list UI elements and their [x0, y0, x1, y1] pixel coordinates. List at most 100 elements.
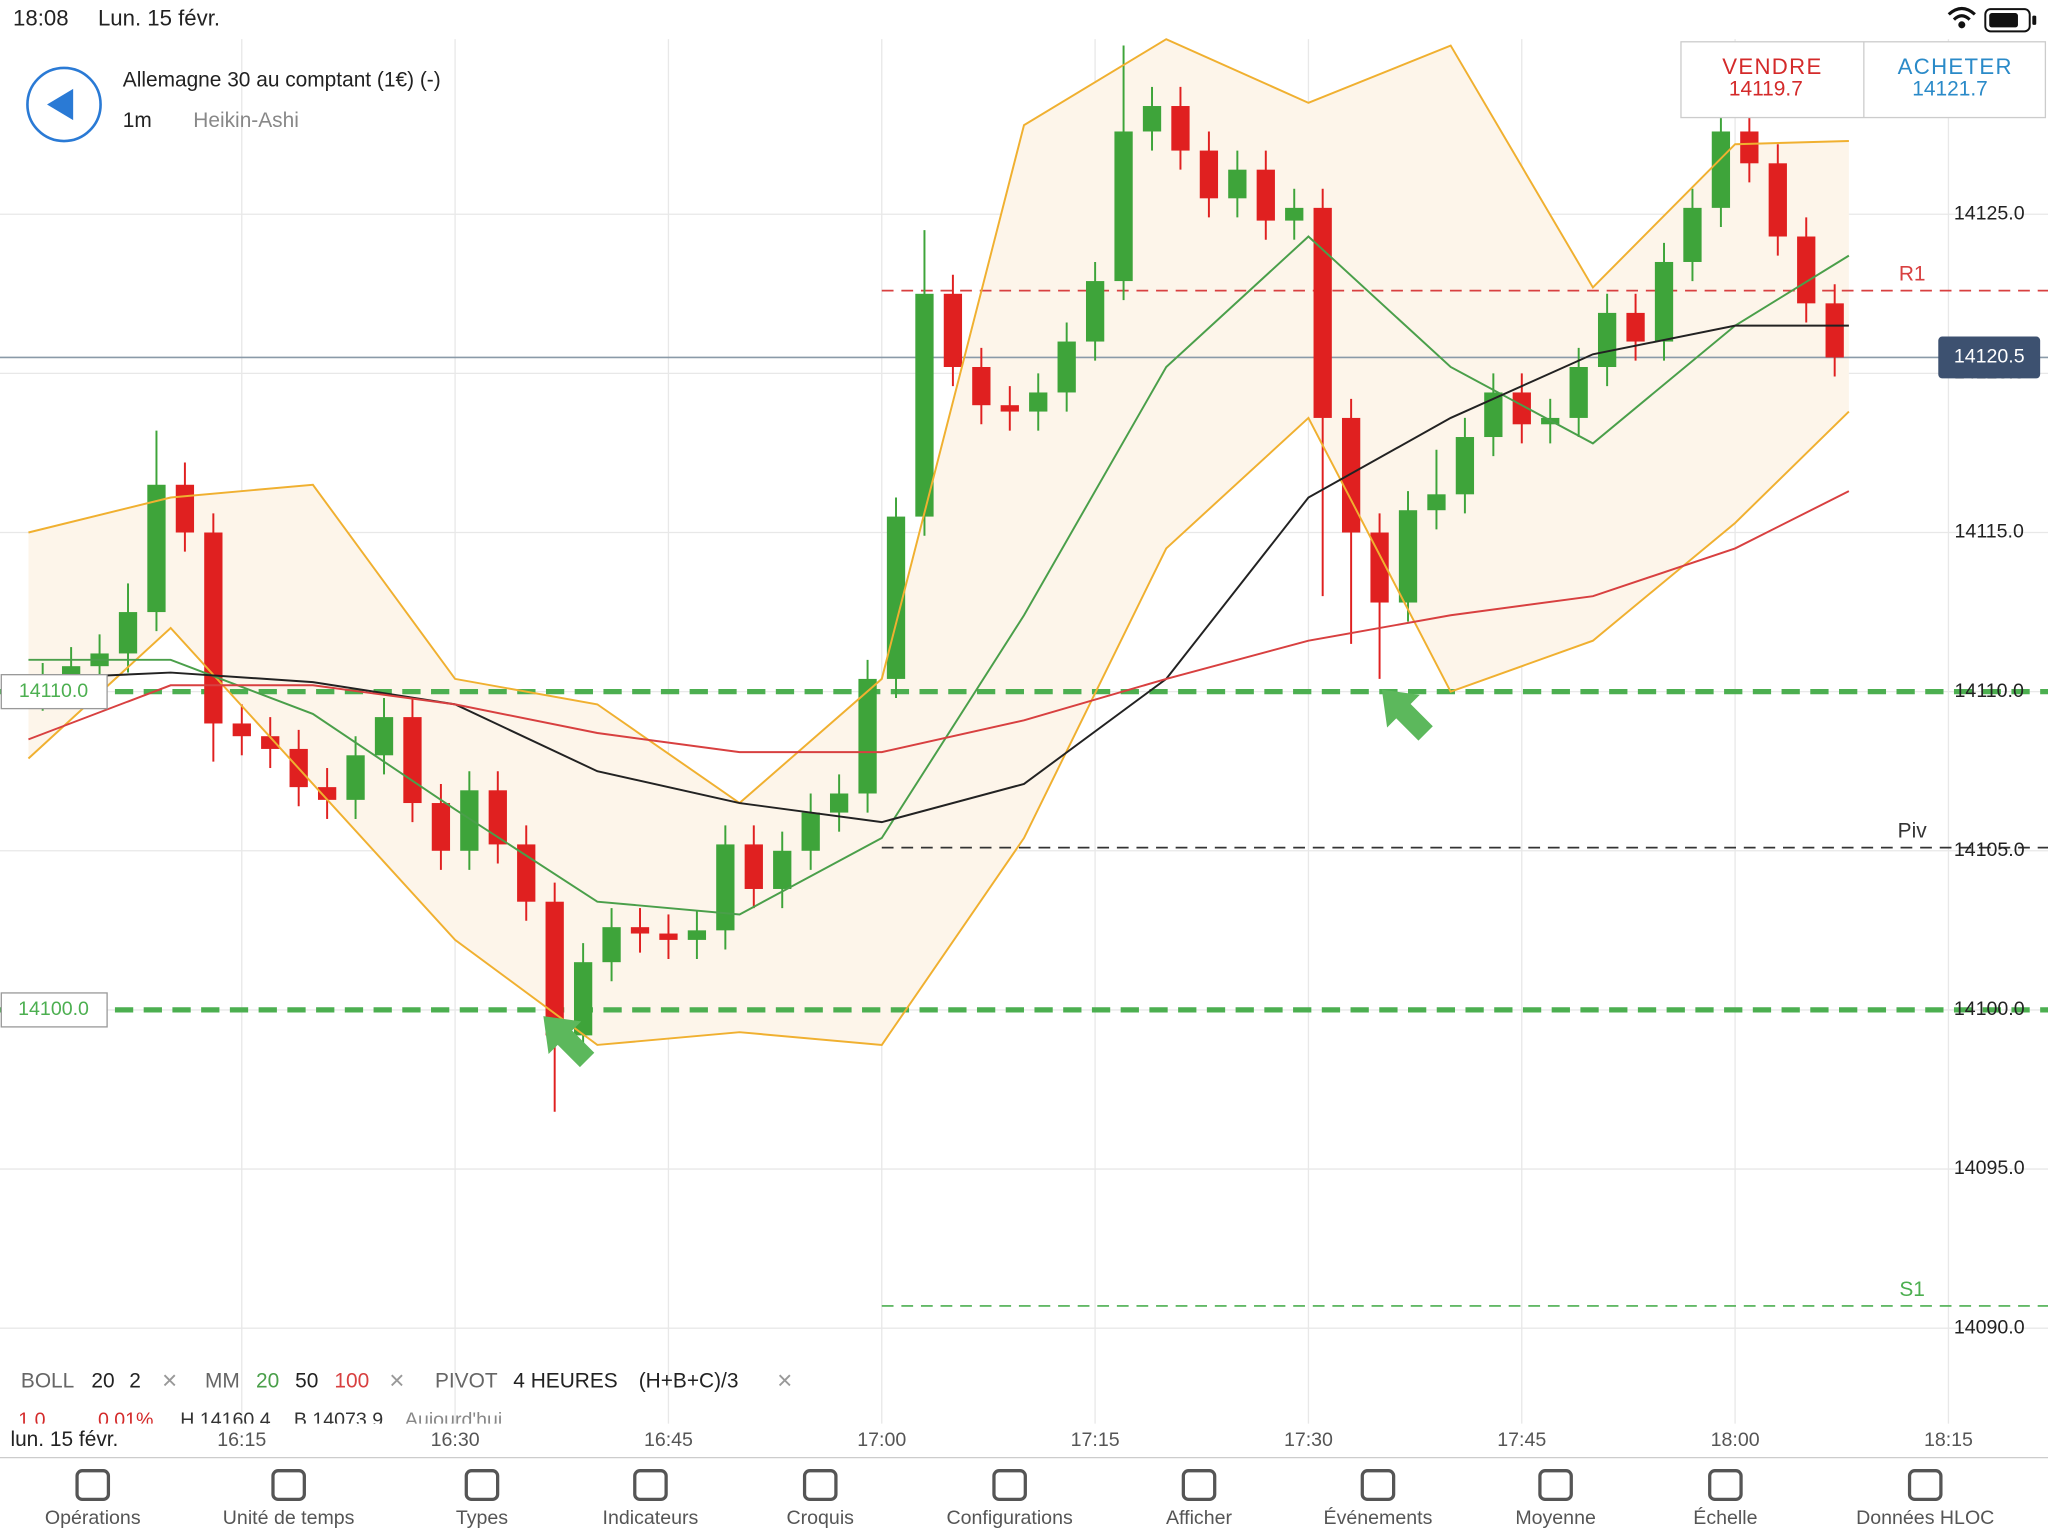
- toolbar-item[interactable]: Opérations: [45, 1469, 141, 1529]
- chart-style[interactable]: Heikin-Ashi: [193, 109, 299, 132]
- toolbar-label[interactable]: Événements: [1324, 1506, 1433, 1529]
- toolbar-item[interactable]: Types: [456, 1469, 508, 1529]
- toolbar-icon: [75, 1469, 111, 1502]
- candle-body: [1569, 367, 1588, 418]
- toolbar-icon: [1907, 1469, 1943, 1502]
- sell-price: 14119.7: [1729, 78, 1803, 101]
- x-tick-label: 16:15: [217, 1429, 266, 1451]
- toolbar-item[interactable]: Unité de temps: [223, 1469, 355, 1529]
- annotation-arrow: [1381, 689, 1433, 741]
- indicator-param: 4 HEURES: [513, 1369, 617, 1392]
- candle-body: [1171, 106, 1190, 151]
- x-axis: 16:15 16:30 16:45 17:00 17:15 17:30 17:45 18:00…: [217, 1429, 1973, 1451]
- toolbar-label[interactable]: Croquis: [787, 1507, 855, 1529]
- candle-body: [602, 927, 621, 963]
- buy-button[interactable]: ACHETER: [1898, 54, 2013, 79]
- indicator-name: BOLL: [21, 1369, 74, 1392]
- indicator-name: PIVOT: [435, 1369, 498, 1392]
- indicator-param: 2: [129, 1369, 141, 1392]
- candle-body: [1768, 163, 1787, 237]
- annotation-arrow: [543, 1016, 595, 1068]
- summary-value: 0.01%: [98, 1409, 154, 1431]
- candle-body: [346, 755, 365, 800]
- indicator-row: BOLL 20 2 × MM 20 50 100 × PIVOT 4 HEURES (H+B+C)/3…: [21, 1365, 792, 1395]
- date-label: lun. 15 févr.: [10, 1428, 118, 1451]
- candle-body: [1114, 131, 1133, 282]
- candle-body: [1740, 131, 1759, 164]
- toolbar-label[interactable]: Moyenne: [1515, 1507, 1596, 1529]
- instrument-title: Allemagne 30 au comptant (1€) (-): [123, 68, 441, 91]
- indicator-param: 50: [295, 1369, 318, 1392]
- toolbar-item[interactable]: Moyenne: [1515, 1469, 1596, 1529]
- candle-body: [1398, 510, 1418, 603]
- y-tick-label: 14105.0: [1954, 839, 2025, 861]
- candle-body: [1797, 236, 1816, 304]
- candle-body: [1199, 150, 1219, 199]
- toolbar-item[interactable]: Afficher: [1166, 1469, 1233, 1529]
- indicator-param: (H+B+C)/3: [639, 1369, 739, 1392]
- level-label: 14110.0: [19, 680, 88, 702]
- status-time: 18:08: [13, 5, 69, 30]
- candle-body: [716, 844, 735, 931]
- candle-body: [1000, 405, 1019, 412]
- toolbar-item[interactable]: Échelle: [1693, 1469, 1758, 1529]
- candle-body: [1029, 392, 1048, 412]
- candle-body: [1085, 281, 1105, 342]
- toolbar-item[interactable]: Configurations: [947, 1469, 1073, 1529]
- toolbar-label[interactable]: Échelle: [1693, 1506, 1757, 1529]
- level-label-box: [0, 674, 108, 710]
- toolbar-item[interactable]: Indicateurs: [603, 1469, 699, 1529]
- indicator-param: 20: [256, 1369, 279, 1392]
- back-button[interactable]: [26, 66, 102, 143]
- last-price-label: 14120.5: [1954, 346, 2025, 368]
- indicator-param: 100: [334, 1369, 369, 1392]
- candle-body: [858, 678, 877, 794]
- y-tick-label: 14110.0: [1955, 680, 2024, 702]
- toolbar-icon: [1708, 1469, 1743, 1502]
- toolbar-item[interactable]: Événements: [1324, 1469, 1433, 1529]
- x-tick-label: 17:30: [1284, 1429, 1333, 1451]
- indicator-name: MM: [205, 1369, 240, 1392]
- candle-body: [1654, 261, 1674, 342]
- toolbar-label[interactable]: Opérations: [45, 1507, 141, 1529]
- candle-body: [1711, 131, 1731, 208]
- candle-body: [488, 790, 507, 845]
- level-label: S1: [1899, 1278, 1925, 1301]
- indicator-line: [27, 410, 1850, 1046]
- toolbar-label[interactable]: Afficher: [1166, 1507, 1232, 1529]
- toolbar-item[interactable]: Croquis: [787, 1469, 855, 1529]
- toolbar-item[interactable]: Données HLOC: [1856, 1469, 1994, 1529]
- candle-body: [403, 717, 422, 804]
- indicator-remove[interactable]: ×: [389, 1365, 404, 1395]
- candle-body: [915, 293, 934, 517]
- candle-body: [1427, 494, 1446, 511]
- x-tick-label: 18:15: [1924, 1429, 1973, 1451]
- buy-price: 14121.7: [1912, 78, 1987, 101]
- toolbar: Opérations Unité de temps Types Indicateurs…: [45, 1469, 1994, 1529]
- toolbar-label[interactable]: Indicateurs: [603, 1507, 699, 1529]
- plot-area: [0, 38, 2048, 1424]
- indicator-remove[interactable]: ×: [162, 1365, 177, 1395]
- toolbar-label[interactable]: Unité de temps: [223, 1507, 355, 1529]
- candle-body: [1313, 207, 1332, 418]
- level-label: Piv: [1898, 819, 1928, 842]
- candle-body: [317, 787, 337, 800]
- toolbar-label[interactable]: Types: [456, 1507, 508, 1529]
- toolbar-label[interactable]: Données HLOC: [1856, 1507, 1994, 1529]
- toolbar-icon: [633, 1469, 668, 1502]
- candle-body: [1341, 417, 1361, 533]
- candle-body: [1683, 207, 1702, 262]
- y-tick-label: 14125.0: [1954, 202, 2025, 224]
- quote-box: [1680, 41, 2047, 119]
- toolbar-label[interactable]: Configurations: [947, 1507, 1073, 1529]
- candle-body: [1256, 169, 1275, 221]
- candle-body: [175, 484, 195, 533]
- indicator-line: [28, 324, 1849, 824]
- candle-body: [460, 790, 479, 851]
- candle-body: [1512, 392, 1531, 425]
- sell-button[interactable]: VENDRE: [1722, 54, 1822, 79]
- toolbar-icon: [1181, 1469, 1217, 1502]
- indicator-line: [28, 490, 1850, 754]
- indicator-remove[interactable]: ×: [777, 1365, 792, 1395]
- timeframe[interactable]: 1m: [123, 109, 152, 132]
